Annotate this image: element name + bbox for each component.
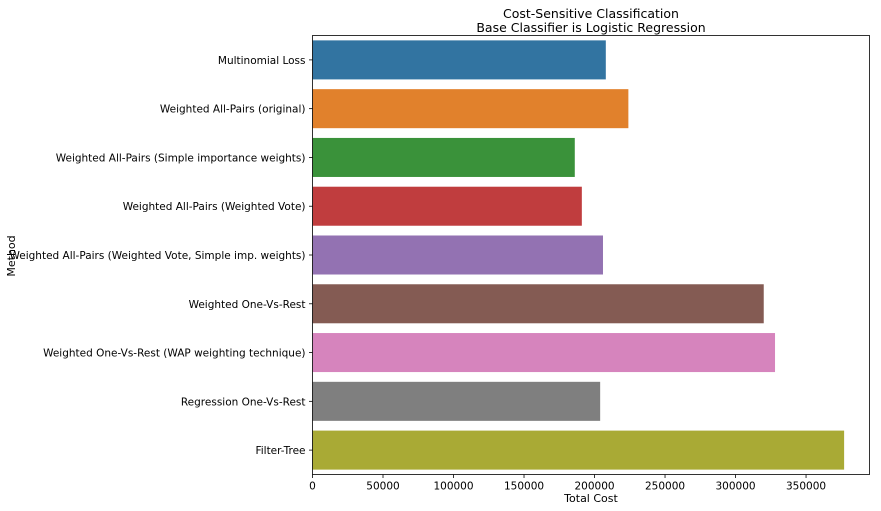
category-label: Filter-Tree xyxy=(255,445,305,457)
bar xyxy=(312,284,764,324)
bar xyxy=(312,186,582,226)
category-label: Weighted One-Vs-Rest (WAP weighting tech… xyxy=(43,348,305,360)
bar xyxy=(312,40,606,80)
y-axis-label: Method xyxy=(5,235,18,276)
x-tick-label: 50000 xyxy=(366,481,399,493)
category-label: Regression One-Vs-Rest xyxy=(181,396,306,408)
category-label: Weighted One-Vs-Rest xyxy=(189,299,306,311)
bar xyxy=(312,333,776,373)
bar xyxy=(312,381,601,421)
category-labels: Multinomial Loss Weighted All-Pairs (orig… xyxy=(9,55,313,457)
chart-subtitle: Base Classifier is Logistic Regression xyxy=(476,20,705,35)
bars-layer xyxy=(312,40,845,470)
x-tick-label: 100000 xyxy=(433,481,473,493)
x-tick-label: 350000 xyxy=(786,481,826,493)
bar xyxy=(312,235,603,275)
bar xyxy=(312,89,629,129)
x-tick-label: 200000 xyxy=(574,481,614,493)
x-tick-label: 0 xyxy=(309,481,316,493)
bar xyxy=(312,430,845,470)
plot-frame xyxy=(312,35,870,475)
category-label: Weighted All-Pairs (Simple importance we… xyxy=(56,152,306,164)
category-label: Multinomial Loss xyxy=(218,55,306,67)
x-tick-label: 150000 xyxy=(504,481,544,493)
x-axis-label: Total Cost xyxy=(563,492,618,505)
bar xyxy=(312,137,575,177)
category-label: Weighted All-Pairs (original) xyxy=(160,104,306,116)
category-label: Weighted All-Pairs (Weighted Vote) xyxy=(123,201,306,213)
x-axis-ticks: 0 50000 100000 150000 200000 250000 300000 3500… xyxy=(309,474,826,493)
x-tick-label: 250000 xyxy=(645,481,685,493)
x-tick-label: 300000 xyxy=(715,481,755,493)
chart-title: Cost-Sensitive Classification xyxy=(503,6,679,21)
category-label: Weighted All-Pairs (Weighted Vote, Simpl… xyxy=(9,250,305,262)
